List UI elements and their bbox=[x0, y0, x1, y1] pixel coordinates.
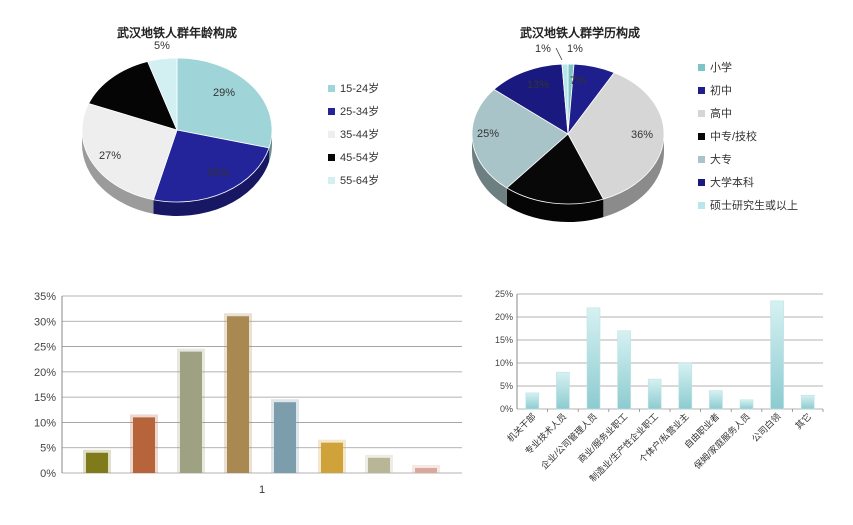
bar bbox=[274, 402, 296, 473]
bar bbox=[525, 392, 540, 410]
pie-slice-side bbox=[153, 147, 270, 216]
occupation-bar-chart: 0%5%10%15%20%25%机关干部专业技术人员企业/公司管理人员商业/服务… bbox=[495, 289, 824, 484]
bar bbox=[800, 394, 815, 410]
slice-label: 25% bbox=[207, 167, 229, 179]
pie-slice-side bbox=[506, 187, 604, 222]
legend-label: 25-34岁 bbox=[340, 104, 379, 118]
bar bbox=[227, 316, 249, 473]
slice-label: 13% bbox=[527, 79, 549, 91]
pie-slice bbox=[147, 57, 178, 131]
y-tick-label: 30% bbox=[34, 316, 56, 328]
legend-swatch bbox=[698, 110, 705, 117]
y-tick-label: 10% bbox=[34, 417, 56, 429]
pie-slice-side bbox=[603, 134, 664, 218]
x-tick-label: 1 bbox=[259, 484, 265, 496]
slice-label: 27% bbox=[99, 150, 121, 162]
slice-label: 36% bbox=[631, 129, 653, 141]
pie-slice bbox=[152, 129, 270, 203]
slice-label: 1% bbox=[567, 43, 583, 55]
legend-label: 55-64岁 bbox=[340, 173, 379, 187]
age-pie-chart: 武汉地铁人群年龄构成 29% 25% 27% 5% 15-24岁 25-34岁 35-44岁 4… bbox=[81, 25, 379, 216]
bar bbox=[86, 452, 108, 473]
pie-slice bbox=[176, 57, 273, 149]
legend-label: 硕士研究生或以上 bbox=[710, 198, 798, 212]
bar bbox=[617, 330, 631, 410]
legend-swatch bbox=[328, 177, 335, 184]
y-tick-label: 0% bbox=[40, 468, 56, 480]
x-tick-label: 保姆/家庭服务人员 bbox=[691, 411, 751, 471]
bar bbox=[321, 442, 343, 473]
pie-slice-side bbox=[269, 130, 273, 162]
chart-title: 武汉地铁人群学历构成 bbox=[520, 25, 640, 40]
legend-swatch bbox=[328, 108, 335, 115]
legend-label: 中专/技校 bbox=[710, 129, 757, 143]
x-tick-label: 其它 bbox=[793, 411, 814, 432]
leader-line bbox=[555, 47, 563, 61]
percentage-bar-chart: 0% 5% 10% 15% 20% 25% 30% 35% 1 bbox=[34, 291, 462, 496]
y-tick-label: 35% bbox=[34, 291, 56, 303]
bar bbox=[415, 467, 437, 473]
bar bbox=[556, 371, 570, 410]
pie-slice-side bbox=[472, 134, 507, 206]
y-tick-label: 15% bbox=[495, 335, 513, 345]
bar bbox=[647, 378, 662, 410]
legend-swatch bbox=[698, 64, 705, 71]
legend-swatch bbox=[328, 131, 335, 138]
slice-label: 1% bbox=[535, 43, 551, 55]
pie-slice bbox=[561, 63, 569, 135]
legend-swatch bbox=[698, 156, 705, 163]
x-tick-label: 企业/公司管理人员 bbox=[538, 411, 598, 471]
pie-slice bbox=[506, 133, 604, 205]
legend-label: 大专 bbox=[710, 152, 732, 166]
legend-label: 15-24岁 bbox=[340, 81, 379, 95]
legend-label: 45-54岁 bbox=[340, 150, 379, 164]
chart-title: 武汉地铁人群年龄构成 bbox=[117, 25, 237, 40]
slice-label: 5% bbox=[154, 40, 170, 52]
pie-slice bbox=[471, 88, 569, 189]
y-tick-label: 0% bbox=[500, 404, 513, 414]
legend-label: 小学 bbox=[710, 60, 732, 74]
bar bbox=[586, 307, 601, 410]
legend-swatch bbox=[328, 85, 335, 92]
x-tick-label: 公司白领 bbox=[749, 411, 782, 444]
legend-label: 大学本科 bbox=[710, 175, 754, 189]
y-tick-label: 5% bbox=[40, 443, 56, 455]
legend-swatch bbox=[698, 87, 705, 94]
legend-swatch bbox=[698, 133, 705, 140]
bar bbox=[678, 362, 693, 410]
bar bbox=[709, 390, 723, 410]
slice-label: 29% bbox=[213, 87, 235, 99]
y-tick-label: 25% bbox=[495, 289, 513, 299]
legend-swatch bbox=[698, 179, 705, 186]
slice-label: 7% bbox=[570, 75, 586, 87]
bar bbox=[368, 457, 390, 473]
legend-swatch bbox=[698, 202, 705, 209]
legend-swatch bbox=[328, 154, 335, 161]
bar bbox=[739, 399, 754, 410]
education-pie-chart: 武汉地铁人群学历构成 1% 7% 36% 25% 13% 1% 小学初中高中中专/技校大专大学… bbox=[471, 25, 798, 222]
slice-label: 25% bbox=[477, 128, 499, 140]
pie-slice bbox=[567, 72, 665, 200]
legend-label: 高中 bbox=[710, 106, 732, 120]
y-tick-label: 15% bbox=[34, 392, 56, 404]
y-tick-label: 20% bbox=[495, 312, 513, 322]
bar bbox=[180, 351, 202, 473]
y-tick-label: 10% bbox=[495, 358, 513, 368]
legend-label: 35-44岁 bbox=[340, 127, 379, 141]
legend-label: 初中 bbox=[710, 83, 732, 97]
y-tick-label: 25% bbox=[34, 342, 56, 354]
y-tick-label: 5% bbox=[500, 381, 513, 391]
bar bbox=[133, 417, 155, 473]
bar bbox=[770, 300, 784, 410]
y-tick-label: 20% bbox=[34, 367, 56, 379]
pie-slice-side bbox=[82, 130, 154, 214]
pie-slice bbox=[81, 103, 178, 201]
pie-slice bbox=[493, 63, 569, 135]
